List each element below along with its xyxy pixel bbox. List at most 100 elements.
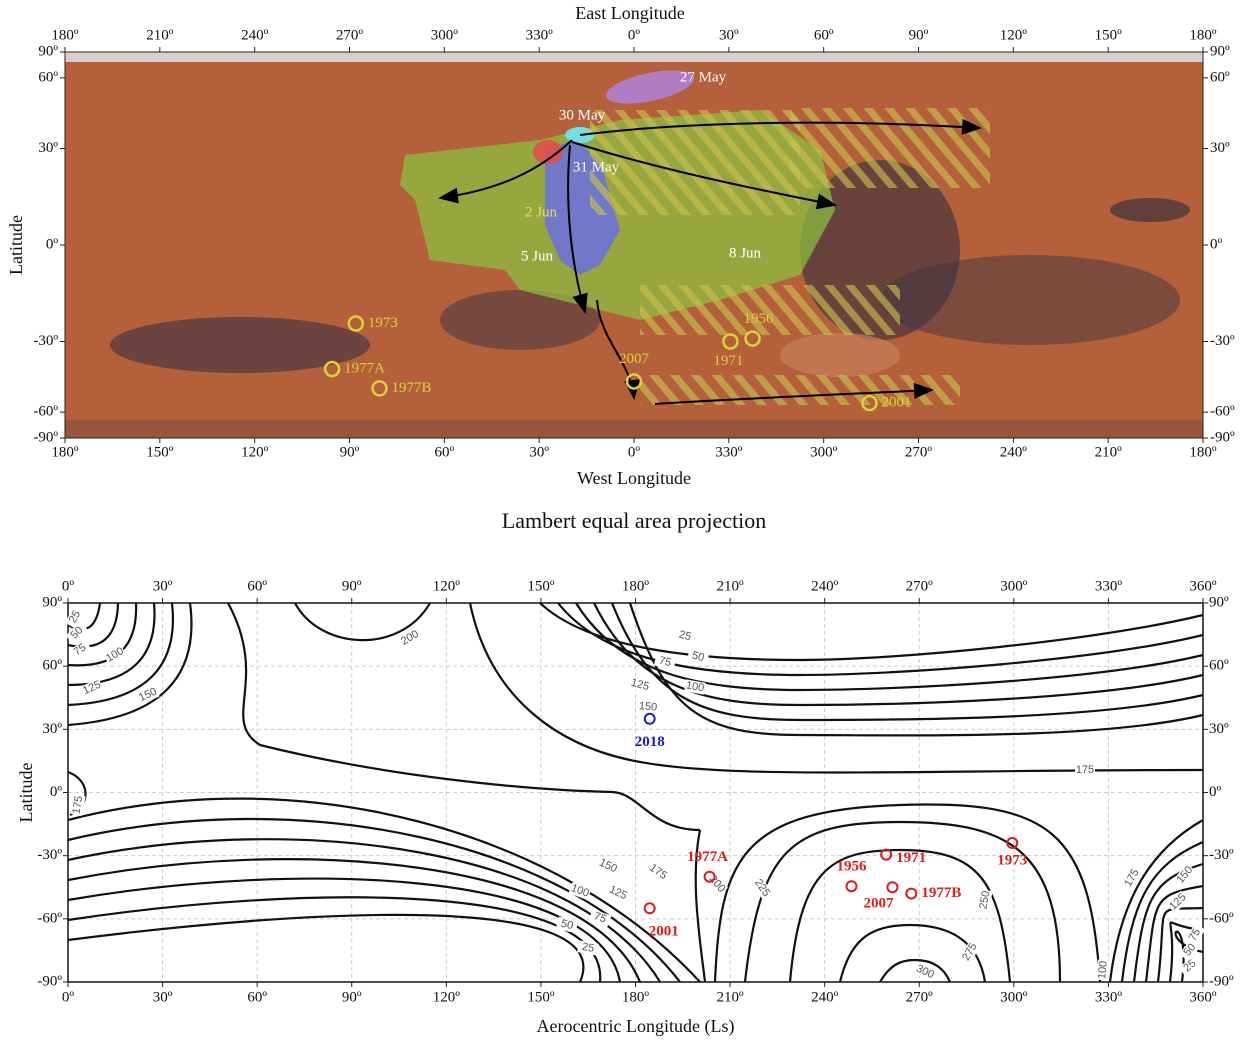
contour-label: 100 [569,882,590,900]
x-tick-label: 30º [153,989,173,1005]
storm-point [887,882,897,892]
point-label: 2001 [882,395,912,411]
date-label: 31 May [573,159,620,175]
y-tick-label: -90º [33,429,58,445]
contour-label: 25 [581,941,595,955]
y-tick-label: -30º [37,847,62,863]
y-tick-label: -30º [1209,847,1234,863]
point-label: 2007 [863,896,894,912]
x-tick-label: 150º [527,989,555,1005]
contour-label: 100 [1096,960,1110,979]
x2-tick-label: 330º [715,444,743,460]
x2-tick-label: 30º [529,444,549,460]
y-tick-label: -90º [1210,429,1235,445]
storm-point [645,714,655,724]
x2-tick-label: 90º [340,444,360,460]
contour-label: 175 [70,795,85,815]
x-tick-label: 300º [431,27,459,43]
contour-label: 100 [685,679,705,694]
x-tick-label: 180º [1189,27,1217,43]
y-tick-label: -90º [37,973,62,989]
contour-line [68,859,640,982]
x-tick-label: 180º [622,578,650,594]
x-tick-label: 120º [433,989,461,1005]
storm-point [906,889,916,899]
x2-tick-label: 60º [435,444,455,460]
y-axis-title: Latitude [16,763,36,823]
y-tick-label: 30º [42,721,62,737]
x-tick-label: 240º [811,989,839,1005]
contour-line [68,915,583,982]
x-tick-label: 330º [1095,578,1123,594]
x-tick-label: 360º [1189,989,1217,1005]
x-tick-label: 150º [1095,27,1123,43]
y-tick-label: 60º [1209,658,1229,674]
point-label: 1971 [713,353,743,369]
x2-tick-label: 180º [1189,444,1217,460]
x-tick-label: 330º [526,27,554,43]
y-tick-label: 60º [42,658,62,674]
x-tick-label: 90º [342,578,362,594]
point-label: 1977B [392,380,432,396]
point-label: 1977A [344,360,385,376]
x2-tick-label: 120º [241,444,269,460]
point-label: 2001 [649,924,679,940]
point-label: 1956 [744,311,775,327]
y-tick-label: 0º [1209,784,1222,800]
y-tick-label: 0º [50,784,63,800]
x2-tick-label: 150º [146,444,174,460]
x-tick-label: 90º [342,989,362,1005]
x-tick-label: 120º [433,578,461,594]
contour-label: 100 [104,645,126,665]
point-label: 1971 [896,850,926,866]
point-label: 1977A [687,849,728,865]
x2-tick-label: 0º [628,444,641,460]
x-tick-label: 0º [62,578,75,594]
point-label: 1977B [921,885,961,901]
y-tick-label: -60º [1210,404,1235,420]
point-label: 2007 [619,351,650,367]
x-tick-label: 270º [906,989,934,1005]
y-tick-label: -60º [1209,910,1234,926]
contour-label: 200 [707,873,728,895]
mars-map [65,52,1203,438]
contour-line [68,819,680,982]
x-tick-label: 180º [51,27,79,43]
x-tick-label: 30º [719,27,739,43]
x-tick-label: 270º [906,578,934,594]
x-tick-label: 30º [153,578,173,594]
date-label: 30 May [559,107,606,123]
x-tick-label: 120º [1000,27,1028,43]
y-tick-label: 90º [1209,594,1229,610]
y-tick-label: -60º [33,404,58,420]
x-tick-label: 60º [814,27,834,43]
subtitle: Lambert equal area projection [502,508,766,533]
x-tick-label: 300º [1000,989,1028,1005]
point-label: 1956 [836,859,867,875]
y-tick-label: -60º [37,910,62,926]
x2-tick-label: 210º [1095,444,1123,460]
x-tick-label: 300º [1000,578,1028,594]
y-tick-label: -30º [33,333,58,349]
contour-label: 125 [630,677,651,693]
date-label: 5 Jun [521,248,554,264]
y-tick-label: 30º [1209,721,1229,737]
point-label: 1973 [368,315,398,331]
x-tick-label: 240º [811,578,839,594]
x-axis-title-bottom: West Longitude [577,468,691,488]
point-label: 1973 [997,852,1027,868]
contour-label: 175 [1076,764,1094,776]
x-tick-label: 210º [146,27,174,43]
x2-tick-label: 300º [810,444,838,460]
x-tick-label: 330º [1095,989,1123,1005]
y-tick-label: 60º [1210,69,1230,85]
contour-label: 275 [960,941,980,963]
x-tick-label: 60º [247,578,267,594]
x-tick-label: 0º [628,27,641,43]
x-tick-label: 0º [62,989,75,1005]
x-tick-label: 210º [717,989,745,1005]
contour-line [68,839,660,982]
point-label: 2018 [635,734,665,750]
y-tick-label: 60º [38,69,58,85]
figure: 27 May 30 May 31 May 2 Jun 5 Jun 8 Jun E… [0,0,1249,1044]
